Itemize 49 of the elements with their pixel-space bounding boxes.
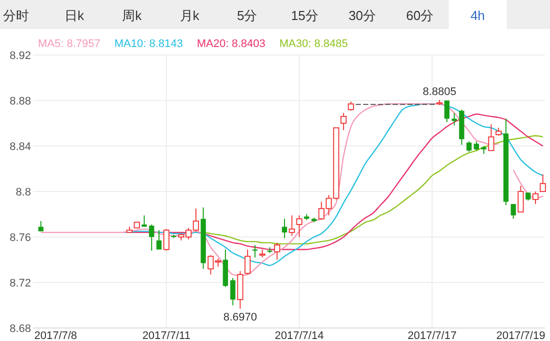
- candlestick: [274, 242, 280, 260]
- candlestick: [540, 174, 546, 192]
- candlestick: [38, 220, 44, 232]
- candlestick: [230, 277, 236, 306]
- candlestick: [488, 124, 494, 152]
- x-tick-label: 2017/7/11: [142, 330, 190, 341]
- candlestick: [244, 249, 251, 276]
- text: MA20: 8.8403: [196, 38, 266, 50]
- annotation: 8.8805: [422, 86, 456, 98]
- text: 日k: [64, 8, 85, 23]
- text: 15分: [290, 8, 318, 23]
- y-tick-label: 8.8: [16, 186, 31, 198]
- text: 30分: [348, 8, 376, 23]
- y-tick-label: 8.76: [10, 232, 31, 244]
- candlestick: [452, 112, 457, 126]
- y-tick-label: 8.72: [10, 278, 31, 290]
- x-tick-label: 2017/7/8: [34, 330, 78, 341]
- candlestick: [288, 214, 295, 236]
- annotation: 8.6970: [223, 312, 258, 324]
- candlestick: [510, 204, 516, 220]
- text: 月k: [180, 8, 200, 23]
- text: 周k: [122, 8, 142, 23]
- y-tick-label: 8.84: [10, 141, 31, 153]
- candlestick: [518, 185, 524, 212]
- candlestick: [444, 100, 450, 123]
- candlestick: [163, 228, 170, 252]
- text: MA10: 8.8143: [114, 38, 183, 50]
- x-tick-label: 2017/7/17: [408, 330, 457, 341]
- y-tick-label: 8.92: [10, 50, 31, 62]
- text: MA5: 8.7957: [38, 38, 100, 50]
- candlestick: [149, 224, 154, 252]
- candlestick: [296, 214, 302, 238]
- text: 分时: [3, 8, 29, 23]
- text: 4h: [470, 8, 485, 23]
- text: MA30: 8.8485: [279, 38, 348, 50]
- candlestick: [282, 218, 288, 239]
- candlestick: [466, 140, 472, 152]
- candlestick: [156, 230, 162, 250]
- candlestick: [142, 214, 147, 228]
- text: 5分: [236, 8, 258, 23]
- candlestick: [474, 140, 480, 152]
- candlestick: [340, 112, 347, 131]
- text: 60分: [406, 8, 434, 23]
- x-tick-label: 2017/7/14: [274, 330, 324, 341]
- y-tick-label: 8.88: [10, 96, 31, 108]
- candlestick: [532, 191, 539, 205]
- y-tick-label: 8.68: [10, 323, 31, 335]
- x-tick-label: 2017/7/19: [496, 330, 546, 341]
- candlestick: [348, 101, 354, 112]
